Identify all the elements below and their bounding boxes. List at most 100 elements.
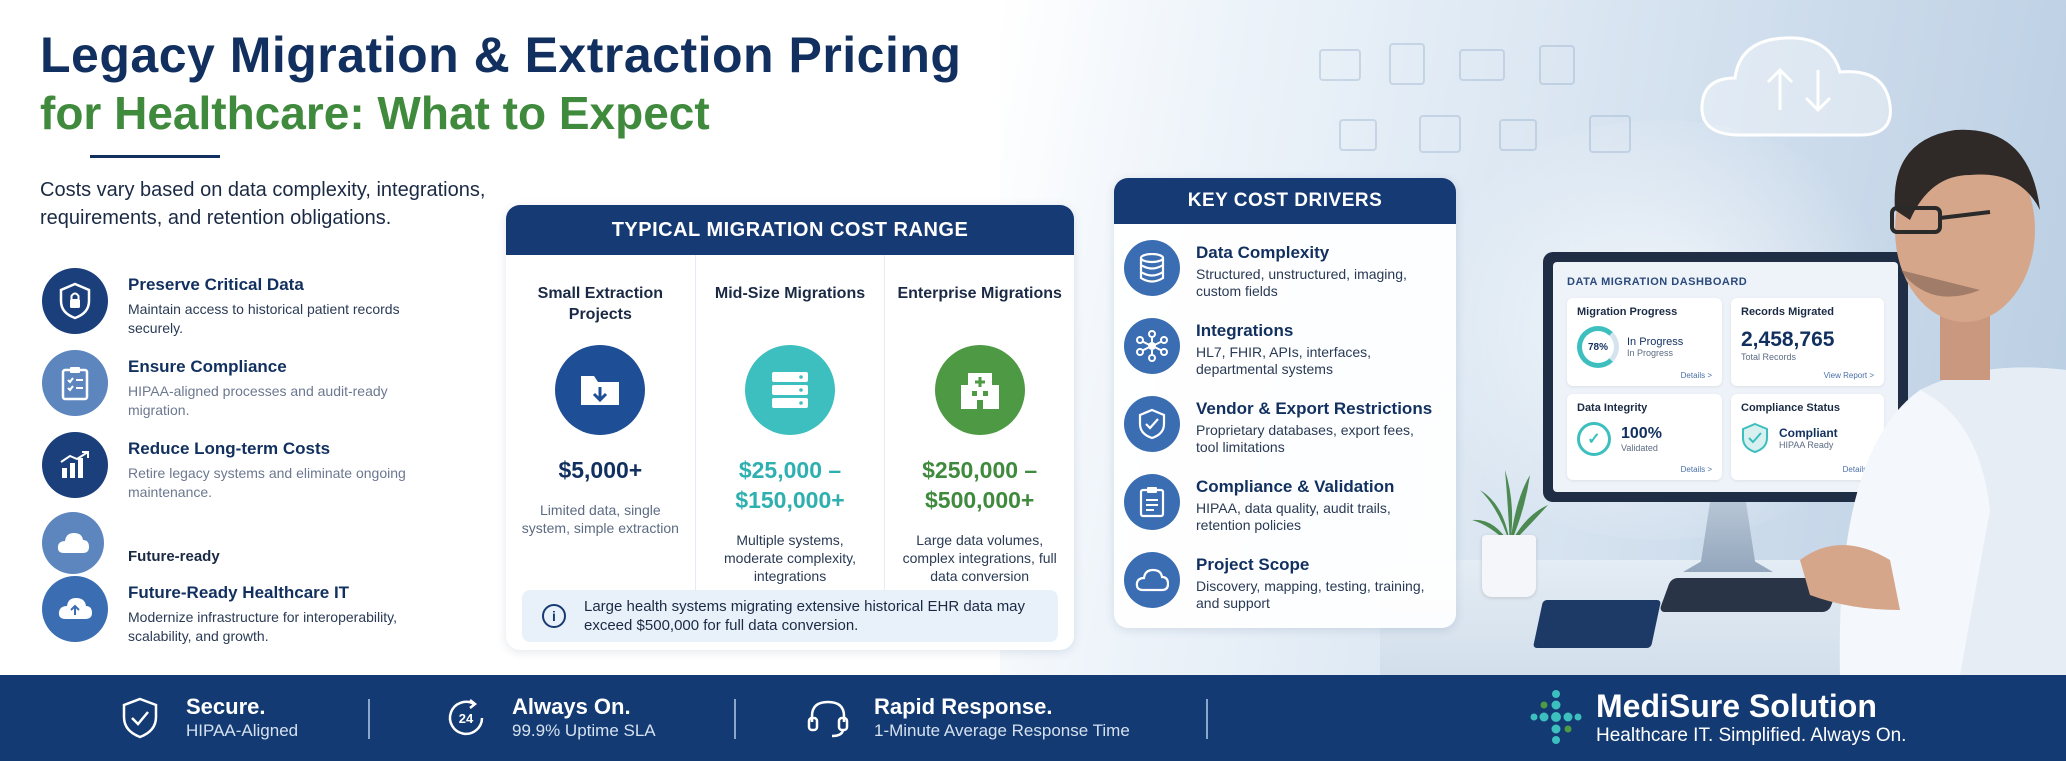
dashboard-screen: DATA MIGRATION DASHBOARD Migration Progr… xyxy=(1553,262,1898,492)
column-title: Enterprise Migrations xyxy=(897,285,1062,302)
dashboard-title: DATA MIGRATION DASHBOARD xyxy=(1567,276,1748,288)
faint-tech-icons xyxy=(1319,43,1631,153)
footer-bar: Secure. HIPAA-Aligned 24 Always On. 99.9… xyxy=(0,675,2066,761)
clock-24-icon: 24 xyxy=(444,696,488,740)
monitor: DATA MIGRATION DASHBOARD Migration Progr… xyxy=(1543,252,1908,502)
records-migrated-tile[interactable]: Records Migrated 2,458,765 Total Records… xyxy=(1731,298,1884,386)
integrity-sub: Validated xyxy=(1621,443,1658,453)
benefit-title: Ensure Compliance xyxy=(128,357,287,376)
records-sub: Total Records xyxy=(1741,352,1797,362)
cost-panel-header: TYPICAL MIGRATION COST RANGE xyxy=(506,205,1074,255)
cost-column-enterprise: Enterprise Migrations $250,000 – $500,00… xyxy=(884,255,1074,590)
column-price: $5,000+ xyxy=(558,457,643,483)
records-view-link[interactable]: View Report > xyxy=(1823,371,1874,380)
benefit-desc: Retire legacy systems and eliminate ongo… xyxy=(128,465,406,500)
driver-compliance-validation: Compliance & Validation HIPAA, data qual… xyxy=(1124,474,1436,534)
footer-item-rapid-response: Rapid Response. 1-Minute Average Respons… xyxy=(806,675,1130,761)
driver-data-complexity: Data Complexity Structured, unstructured… xyxy=(1124,240,1436,300)
driver-desc: Discovery, mapping, testing, training, a… xyxy=(1196,578,1425,611)
compliance-value: Compliant xyxy=(1779,426,1838,440)
page-title: Legacy Migration & Extraction Pricing fo… xyxy=(40,26,961,140)
clipboard-icon xyxy=(1124,474,1180,530)
drivers-header: KEY COST DRIVERS xyxy=(1114,178,1456,224)
driver-desc: HL7, FHIR, APIs, interfaces, departmenta… xyxy=(1196,344,1372,377)
cost-note-text: Large health systems migrating extensive… xyxy=(584,598,1026,634)
folder-download-icon xyxy=(555,345,646,435)
cloud-icon xyxy=(42,576,108,642)
headset-icon xyxy=(806,696,850,740)
server-icon xyxy=(745,345,835,435)
hospital-icon xyxy=(934,345,1025,435)
network-icon xyxy=(1124,318,1180,374)
progress-details-link[interactable]: Details > xyxy=(1680,371,1712,380)
cloud-icon xyxy=(1124,552,1180,608)
footer-item-always-on: 24 Always On. 99.9% Uptime SLA xyxy=(444,675,656,761)
title-line-1: Legacy Migration & Extraction Pricing xyxy=(40,27,962,83)
footer-divider xyxy=(1206,699,1208,739)
footer-title: Always On. xyxy=(512,694,631,719)
benefit-title: Reduce Long-term Costs xyxy=(128,439,331,458)
compliance-sub: HIPAA Ready xyxy=(1779,440,1834,450)
brand-tagline: Healthcare IT. Simplified. Always On. xyxy=(1596,725,1907,746)
footer-item-secure: Secure. HIPAA-Aligned xyxy=(118,675,298,761)
check-icon: ✓ xyxy=(1577,422,1611,456)
compliance-status-tile[interactable]: Compliance Status Compliant HIPAA Ready … xyxy=(1731,394,1884,480)
footer-sub: 1-Minute Average Response Time xyxy=(874,721,1130,740)
column-desc: Multiple systems, moderate complexity, i… xyxy=(724,532,857,584)
driver-integrations: Integrations HL7, FHIR, APIs, interfaces… xyxy=(1124,318,1436,378)
records-value: 2,458,765 xyxy=(1741,328,1835,351)
benefit-title: Preserve Critical Data xyxy=(128,275,304,294)
integrity-label: Data Integrity xyxy=(1577,402,1648,414)
footer-divider xyxy=(734,699,736,739)
compliance-details-link[interactable]: Details > xyxy=(1842,465,1874,474)
footer-title: Secure. xyxy=(186,694,266,719)
doctor-illustration xyxy=(1800,129,2066,675)
compliance-label: Compliance Status xyxy=(1741,402,1841,414)
benefit-desc: Modernize infrastructure for interoperab… xyxy=(128,609,397,644)
progress-status: In Progress xyxy=(1627,336,1684,348)
intro-text: Costs vary based on data complexity, int… xyxy=(40,179,486,229)
clipboard-check-icon xyxy=(42,350,108,416)
brand-name: MediSure Solution xyxy=(1596,688,1877,724)
integrity-details-link[interactable]: Details > xyxy=(1680,465,1712,474)
footer-title: Rapid Response. xyxy=(874,694,1053,719)
medisure-logo-icon xyxy=(1530,690,1582,744)
cloud-sync-icon xyxy=(1700,36,1892,137)
progress-sub: In Progress xyxy=(1627,348,1674,358)
records-label: Records Migrated xyxy=(1741,306,1834,318)
migration-progress-tile[interactable]: Migration Progress 78% In Progress In Pr… xyxy=(1567,298,1722,386)
plant-pot xyxy=(1482,535,1536,597)
footer-sub: HIPAA-Aligned xyxy=(186,721,299,740)
clock-24-label: 24 xyxy=(459,711,474,726)
driver-desc: HIPAA, data quality, audit trails, reten… xyxy=(1196,500,1391,533)
driver-vendor-restrictions: Vendor & Export Restrictions Proprietary… xyxy=(1124,396,1436,456)
shield-check-icon xyxy=(118,696,162,740)
cloud-icon xyxy=(42,512,104,574)
progress-ring: 78% xyxy=(1577,326,1619,368)
benefit-preserve-data: Preserve Critical Data Maintain access t… xyxy=(42,268,428,338)
footer-divider xyxy=(368,699,370,739)
title-line-2: for Healthcare: What to Expect xyxy=(40,87,710,139)
column-price: $250,000 – $500,000+ xyxy=(922,457,1038,513)
driver-title: Integrations xyxy=(1196,321,1294,340)
benefit-future-ready: Future-Ready Healthcare IT Modernize inf… xyxy=(42,576,428,646)
driver-title: Data Complexity xyxy=(1196,243,1330,262)
progress-label: Migration Progress xyxy=(1577,306,1678,318)
bar-chart-icon xyxy=(42,432,108,498)
migration-cost-panel: TYPICAL MIGRATION COST RANGE Small Extra… xyxy=(506,205,1074,650)
key-cost-drivers-panel: KEY COST DRIVERS Data Complexity Structu… xyxy=(1114,178,1456,628)
data-integrity-tile[interactable]: Data Integrity ✓ 100% Validated Details … xyxy=(1567,394,1722,480)
benefit-reduce-costs: Reduce Long-term Costs Retire legacy sys… xyxy=(42,432,428,502)
column-desc: Limited data, single system, simple extr… xyxy=(521,502,679,536)
column-title: Mid-Size Migrations xyxy=(714,285,866,302)
driver-desc: Proprietary databases, export fees, tool… xyxy=(1196,422,1414,455)
shield-icon xyxy=(1742,422,1768,454)
title-underline xyxy=(90,155,220,158)
notebook xyxy=(1532,600,1662,648)
benefit-ensure-compliance: Ensure Compliance HIPAA-aligned processe… xyxy=(42,350,428,420)
shield-lock-icon xyxy=(42,268,108,334)
cost-column-small: Small Extraction Projects $5,000+ Limite… xyxy=(506,255,695,590)
cost-column-mid: Mid-Size Migrations $25,000 – $150,000+ … xyxy=(694,255,885,590)
driver-desc: Structured, unstructured, imaging, custo… xyxy=(1196,266,1407,299)
footer-sub: 99.9% Uptime SLA xyxy=(512,721,656,740)
